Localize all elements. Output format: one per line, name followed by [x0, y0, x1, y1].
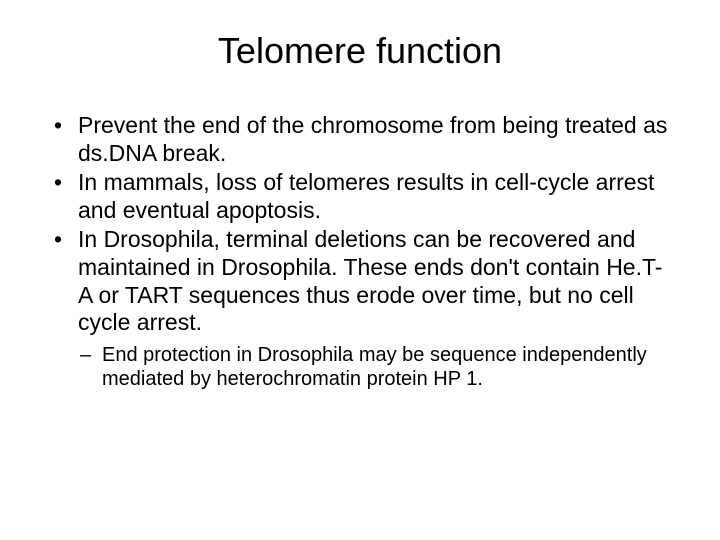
bullet-item: Prevent the end of the chromosome from b…	[50, 112, 670, 167]
bullet-list: Prevent the end of the chromosome from b…	[50, 112, 670, 337]
slide: Telomere function Prevent the end of the…	[0, 0, 720, 540]
bullet-item: In Drosophila, terminal deletions can be…	[50, 226, 670, 336]
sub-bullet-list: End protection in Drosophila may be sequ…	[50, 343, 670, 391]
sub-bullet-item: End protection in Drosophila may be sequ…	[50, 343, 670, 391]
slide-title: Telomere function	[50, 30, 670, 72]
bullet-item: In mammals, loss of telomeres results in…	[50, 169, 670, 224]
